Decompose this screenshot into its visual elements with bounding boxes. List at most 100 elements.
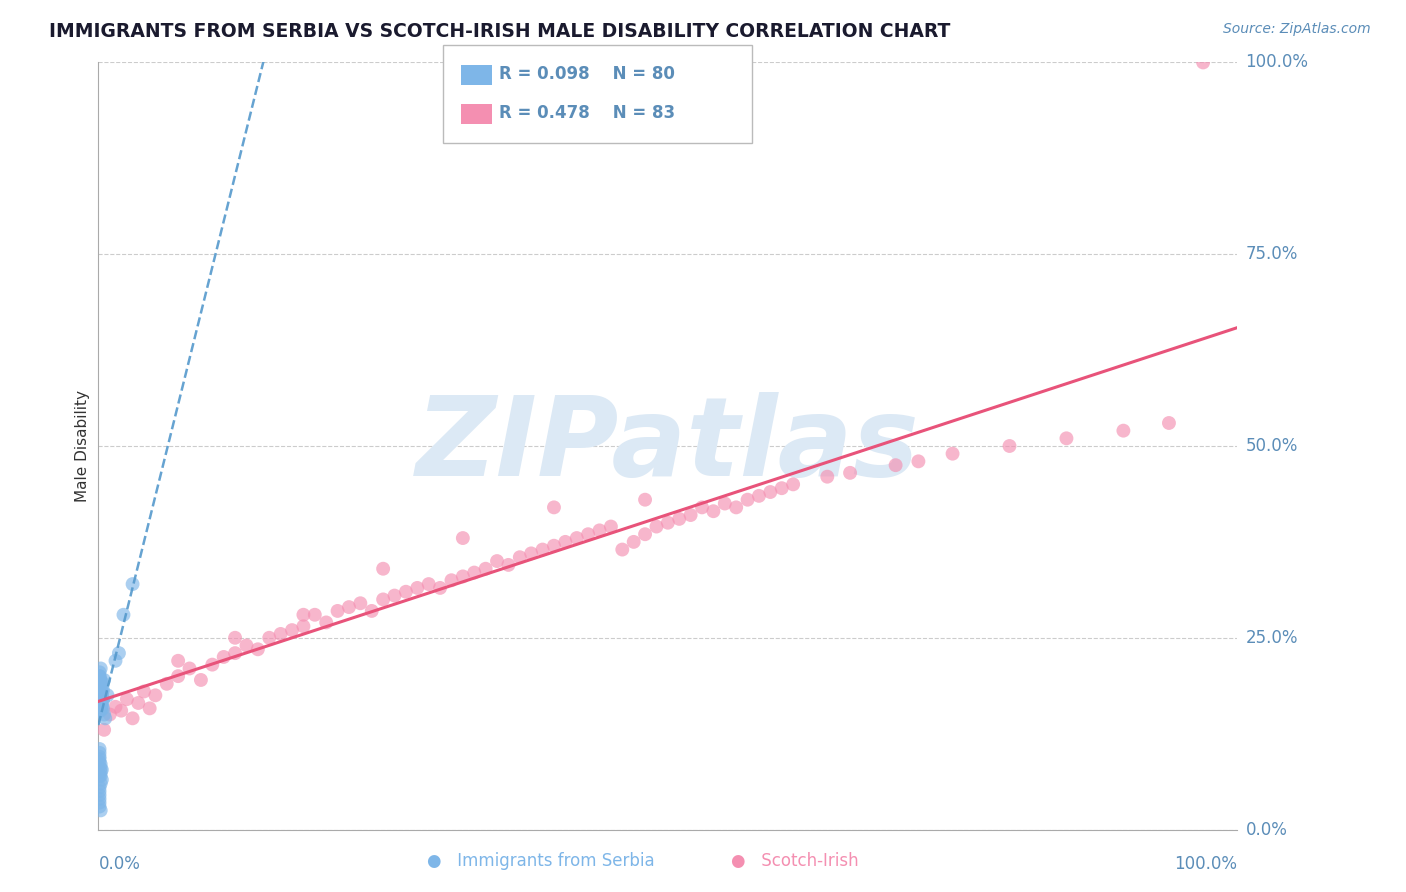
Point	[90, 689, 112, 703]
Point	[91, 694, 114, 708]
Point	[90, 690, 112, 705]
Point	[360, 604, 382, 618]
Point	[235, 639, 257, 653]
Point	[89, 689, 111, 703]
Point	[554, 534, 576, 549]
Point	[90, 689, 112, 703]
Point	[634, 527, 657, 541]
Point	[90, 699, 112, 714]
Point	[89, 669, 111, 683]
Point	[89, 699, 111, 714]
Y-axis label: Male Disability: Male Disability	[75, 390, 90, 502]
Point	[90, 681, 112, 695]
Point	[588, 524, 610, 538]
Point	[167, 654, 190, 668]
Point	[281, 623, 304, 637]
Point	[93, 707, 115, 722]
Point	[110, 704, 132, 718]
Point	[371, 592, 394, 607]
Point	[90, 761, 112, 775]
Point	[89, 780, 111, 795]
Point	[90, 804, 112, 818]
Point	[737, 492, 759, 507]
Point	[815, 469, 838, 483]
Point	[89, 681, 111, 695]
Point	[90, 699, 112, 714]
Point	[451, 569, 474, 583]
Point	[89, 681, 111, 695]
Point	[89, 696, 111, 710]
Point	[486, 554, 509, 568]
Text: 0.0%: 0.0%	[98, 855, 141, 872]
Point	[138, 701, 160, 715]
Point	[190, 673, 212, 687]
Point	[451, 531, 474, 545]
Point	[89, 749, 111, 764]
Point	[156, 677, 179, 691]
Point	[90, 765, 112, 780]
Point	[89, 673, 111, 687]
Point	[89, 669, 111, 683]
Point	[89, 673, 111, 687]
Point	[520, 546, 543, 560]
Point	[634, 492, 657, 507]
Point	[89, 704, 111, 718]
Point	[304, 607, 326, 622]
Point	[474, 562, 496, 576]
Point	[90, 699, 112, 714]
Point	[657, 516, 679, 530]
Point	[942, 447, 965, 461]
Point	[90, 757, 112, 772]
Point	[90, 696, 112, 710]
Point	[93, 723, 115, 737]
Point	[201, 657, 224, 672]
Point	[418, 577, 440, 591]
Point	[89, 796, 111, 810]
Point	[89, 788, 111, 802]
Point	[127, 696, 149, 710]
Point	[337, 600, 360, 615]
Text: IMMIGRANTS FROM SERBIA VS SCOTCH-IRISH MALE DISABILITY CORRELATION CHART: IMMIGRANTS FROM SERBIA VS SCOTCH-IRISH M…	[49, 22, 950, 41]
Point	[112, 607, 135, 622]
Point	[406, 581, 429, 595]
Point	[90, 763, 112, 777]
Point	[89, 677, 111, 691]
Point	[89, 752, 111, 766]
Point	[770, 481, 793, 495]
Point	[89, 684, 111, 698]
Point	[1157, 416, 1180, 430]
Text: R = 0.098    N = 80: R = 0.098 N = 80	[499, 65, 675, 83]
Point	[89, 692, 111, 706]
Point	[270, 627, 292, 641]
Point	[89, 792, 111, 806]
Point	[90, 694, 112, 708]
Point	[600, 519, 623, 533]
Point	[89, 689, 111, 703]
Point	[90, 686, 112, 700]
Text: Source: ZipAtlas.com: Source: ZipAtlas.com	[1223, 22, 1371, 37]
Point	[89, 769, 111, 783]
Text: 50.0%: 50.0%	[1246, 437, 1298, 455]
Point	[90, 681, 112, 695]
Point	[690, 500, 713, 515]
Point	[224, 646, 246, 660]
Point	[1054, 431, 1078, 445]
Point	[440, 573, 463, 587]
Point	[115, 692, 138, 706]
Point	[395, 584, 418, 599]
Point	[90, 692, 112, 706]
Point	[679, 508, 702, 522]
Point	[90, 675, 112, 690]
Point	[498, 558, 520, 572]
Point	[91, 701, 114, 715]
Point	[132, 684, 155, 698]
Text: 0.0%: 0.0%	[1246, 821, 1288, 838]
Point	[292, 619, 315, 633]
Point	[89, 677, 111, 691]
Point	[90, 772, 112, 787]
Point	[90, 675, 112, 690]
Point	[748, 489, 770, 503]
Point	[543, 539, 565, 553]
Point	[90, 690, 112, 705]
Point	[104, 699, 127, 714]
